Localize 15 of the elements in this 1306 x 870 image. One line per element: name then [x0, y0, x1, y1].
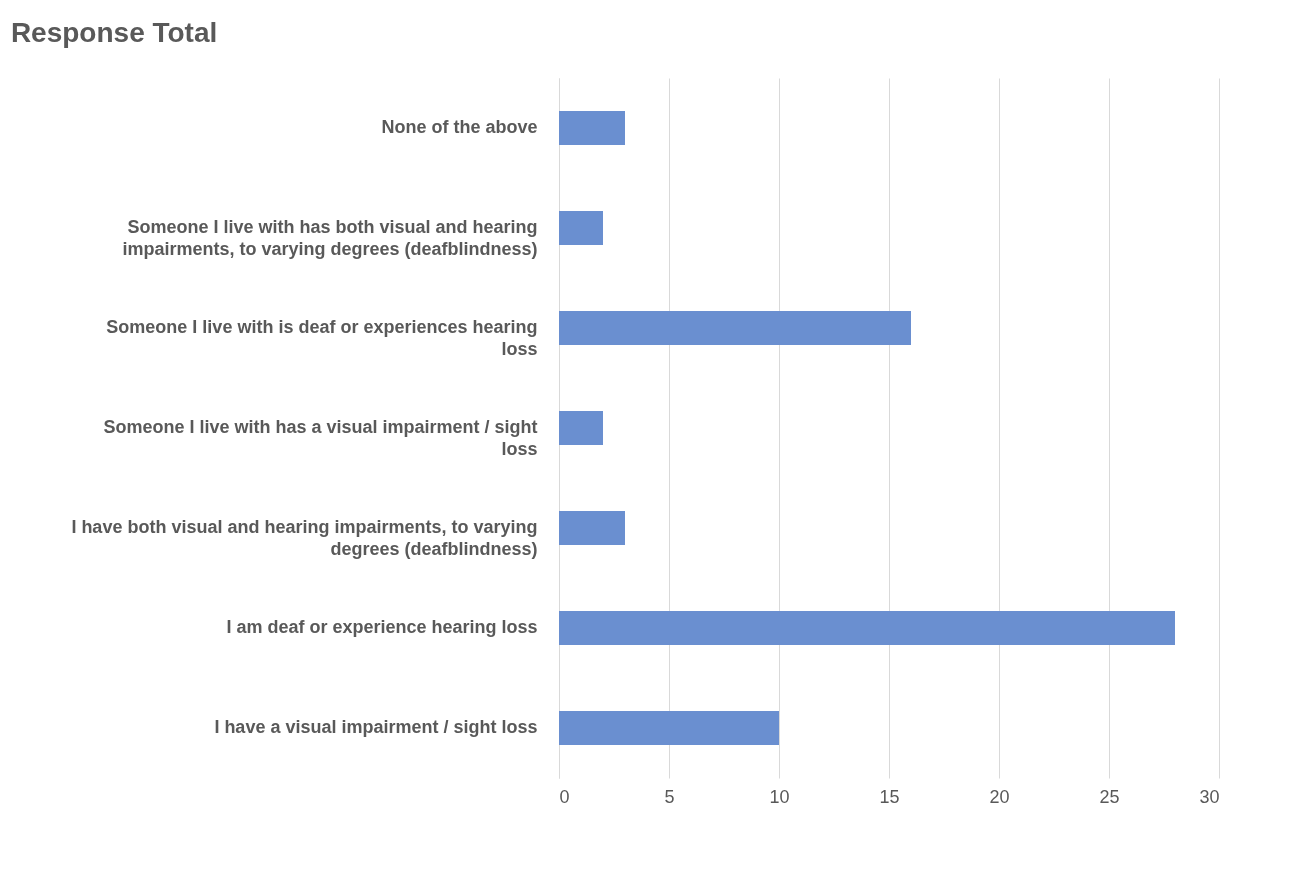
x-tick-label: 5: [664, 786, 675, 807]
y-tick-label: None of the above: [381, 117, 538, 137]
y-tick-label: I have both visual and hearing impairments, to varying degrees (deafblindness): [71, 517, 538, 559]
y-tick-label: Someone I live with has both visual and hearing impairments, to varying degrees (deafblindness): [122, 217, 538, 259]
x-tick-label: 10: [769, 786, 790, 807]
x-tick-label: 15: [879, 786, 900, 807]
x-tick-label: 30: [1199, 786, 1220, 807]
y-tick-label: I am deaf or experience hearing loss: [226, 617, 538, 637]
y-tick-label: Someone I live with is deaf or experiences hearing loss: [106, 317, 538, 359]
x-tick-label: 0: [559, 786, 570, 807]
text: Response Total: [10, 17, 218, 48]
x-tick-label: 20: [989, 786, 1010, 807]
y-tick-label: I have a visual impairment / sight loss: [214, 717, 538, 737]
x-tick-label: 25: [1099, 786, 1120, 807]
y-tick-label: Someone I live with has a visual impairment / sight loss: [103, 417, 538, 459]
